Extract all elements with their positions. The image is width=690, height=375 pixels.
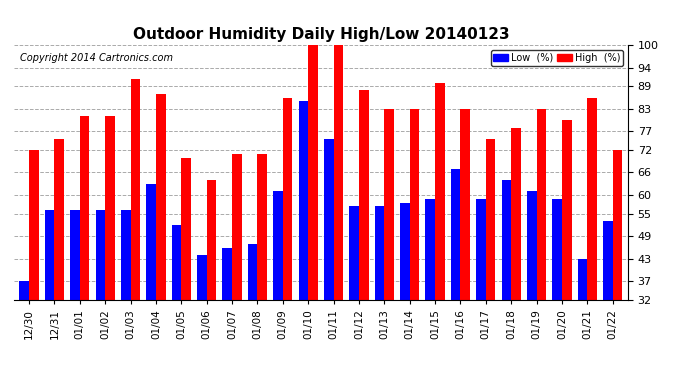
Bar (476, 199, 486, 300)
Bar (207, 180, 216, 300)
Bar (349, 206, 359, 300)
Bar (105, 116, 115, 300)
Bar (232, 154, 241, 300)
Bar (511, 128, 521, 300)
Bar (273, 191, 283, 300)
Bar (156, 94, 166, 300)
Legend: Low  (%), High  (%): Low (%), High (%) (491, 50, 623, 66)
Bar (537, 109, 546, 300)
Bar (324, 139, 333, 300)
Bar (121, 210, 130, 300)
Bar (578, 259, 587, 300)
Bar (172, 225, 181, 300)
Bar (29, 150, 39, 300)
Bar (359, 90, 368, 300)
Bar (613, 150, 622, 300)
Bar (375, 206, 384, 300)
Bar (603, 221, 613, 300)
Bar (95, 210, 105, 300)
Bar (146, 184, 156, 300)
Bar (426, 199, 435, 300)
Bar (384, 109, 394, 300)
Bar (197, 255, 207, 300)
Bar (308, 45, 318, 300)
Bar (19, 281, 29, 300)
Bar (130, 79, 140, 300)
Bar (333, 45, 343, 300)
Bar (248, 244, 257, 300)
Bar (527, 191, 537, 300)
Bar (70, 210, 80, 300)
Bar (299, 101, 308, 300)
Bar (257, 154, 267, 300)
Bar (283, 98, 293, 300)
Bar (451, 169, 460, 300)
Title: Outdoor Humidity Daily High/Low 20140123: Outdoor Humidity Daily High/Low 20140123 (132, 27, 509, 42)
Bar (587, 98, 597, 300)
Text: Copyright 2014 Cartronics.com: Copyright 2014 Cartronics.com (20, 53, 173, 63)
Bar (55, 139, 64, 300)
Bar (80, 116, 90, 300)
Bar (502, 180, 511, 300)
Bar (552, 199, 562, 300)
Bar (222, 248, 232, 300)
Bar (45, 210, 55, 300)
Bar (410, 109, 420, 300)
Bar (460, 109, 470, 300)
Bar (400, 202, 410, 300)
Bar (181, 158, 191, 300)
Bar (562, 120, 571, 300)
Bar (435, 82, 444, 300)
Bar (486, 139, 495, 300)
